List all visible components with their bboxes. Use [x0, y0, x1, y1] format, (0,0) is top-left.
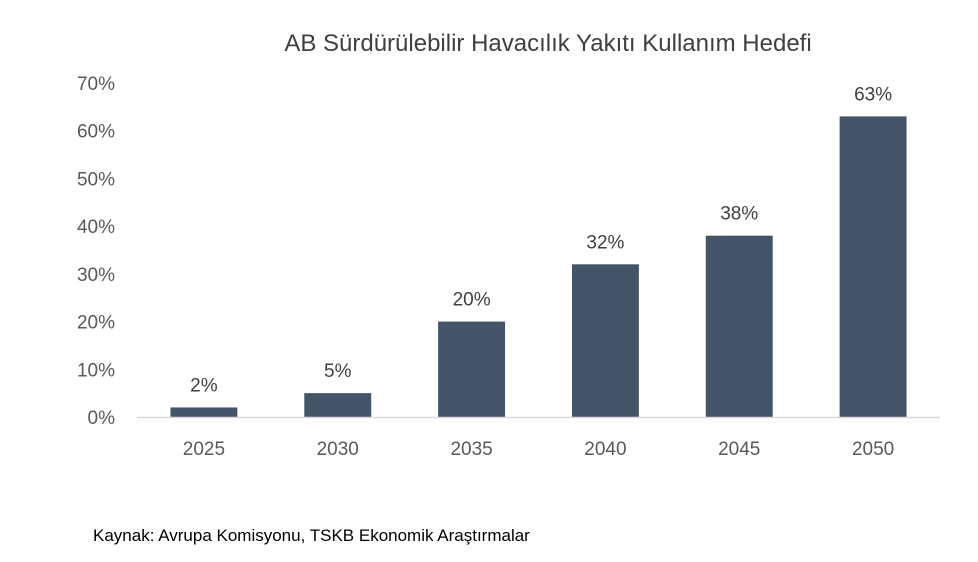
x-tick-label: 2050	[852, 439, 894, 460]
x-axis-ticks: 2025 2030 2035 2040 2045 2050	[183, 439, 894, 460]
y-tick-label: 40%	[77, 217, 115, 238]
source-note: Kaynak: Avrupa Komisyonu, TSKB Ekonomik …	[93, 526, 530, 545]
y-axis-ticks: 0% 10% 20% 30% 40% 50% 60% 70%	[77, 74, 115, 429]
bar	[170, 407, 238, 417]
y-tick-label: 70%	[77, 74, 115, 95]
y-tick-label: 60%	[77, 122, 115, 143]
bar	[571, 264, 639, 417]
y-tick-label: 50%	[77, 169, 115, 190]
x-tick-label: 2025	[183, 439, 225, 460]
bars	[170, 116, 907, 418]
x-tick-label: 2035	[450, 439, 492, 460]
x-tick-label: 2045	[718, 439, 760, 460]
bar	[705, 235, 773, 417]
y-tick-label: 10%	[77, 360, 115, 381]
bar	[839, 116, 907, 418]
bar	[304, 393, 372, 417]
y-tick-label: 30%	[77, 265, 115, 286]
data-label: 32%	[586, 232, 624, 253]
x-tick-label: 2030	[317, 439, 359, 460]
data-label: 63%	[854, 84, 892, 105]
data-labels: 2% 5% 20% 32% 38% 63%	[190, 84, 892, 396]
y-tick-label: 0%	[88, 408, 116, 429]
x-tick-label: 2040	[584, 439, 626, 460]
y-tick-label: 20%	[77, 313, 115, 334]
data-label: 5%	[324, 361, 352, 382]
data-label: 2%	[190, 375, 218, 396]
bar	[438, 321, 506, 417]
data-label: 38%	[720, 204, 758, 225]
data-label: 20%	[453, 290, 491, 311]
chart-title: AB Sürdürülebilir Havacılık Yakıtı Kulla…	[284, 30, 811, 57]
